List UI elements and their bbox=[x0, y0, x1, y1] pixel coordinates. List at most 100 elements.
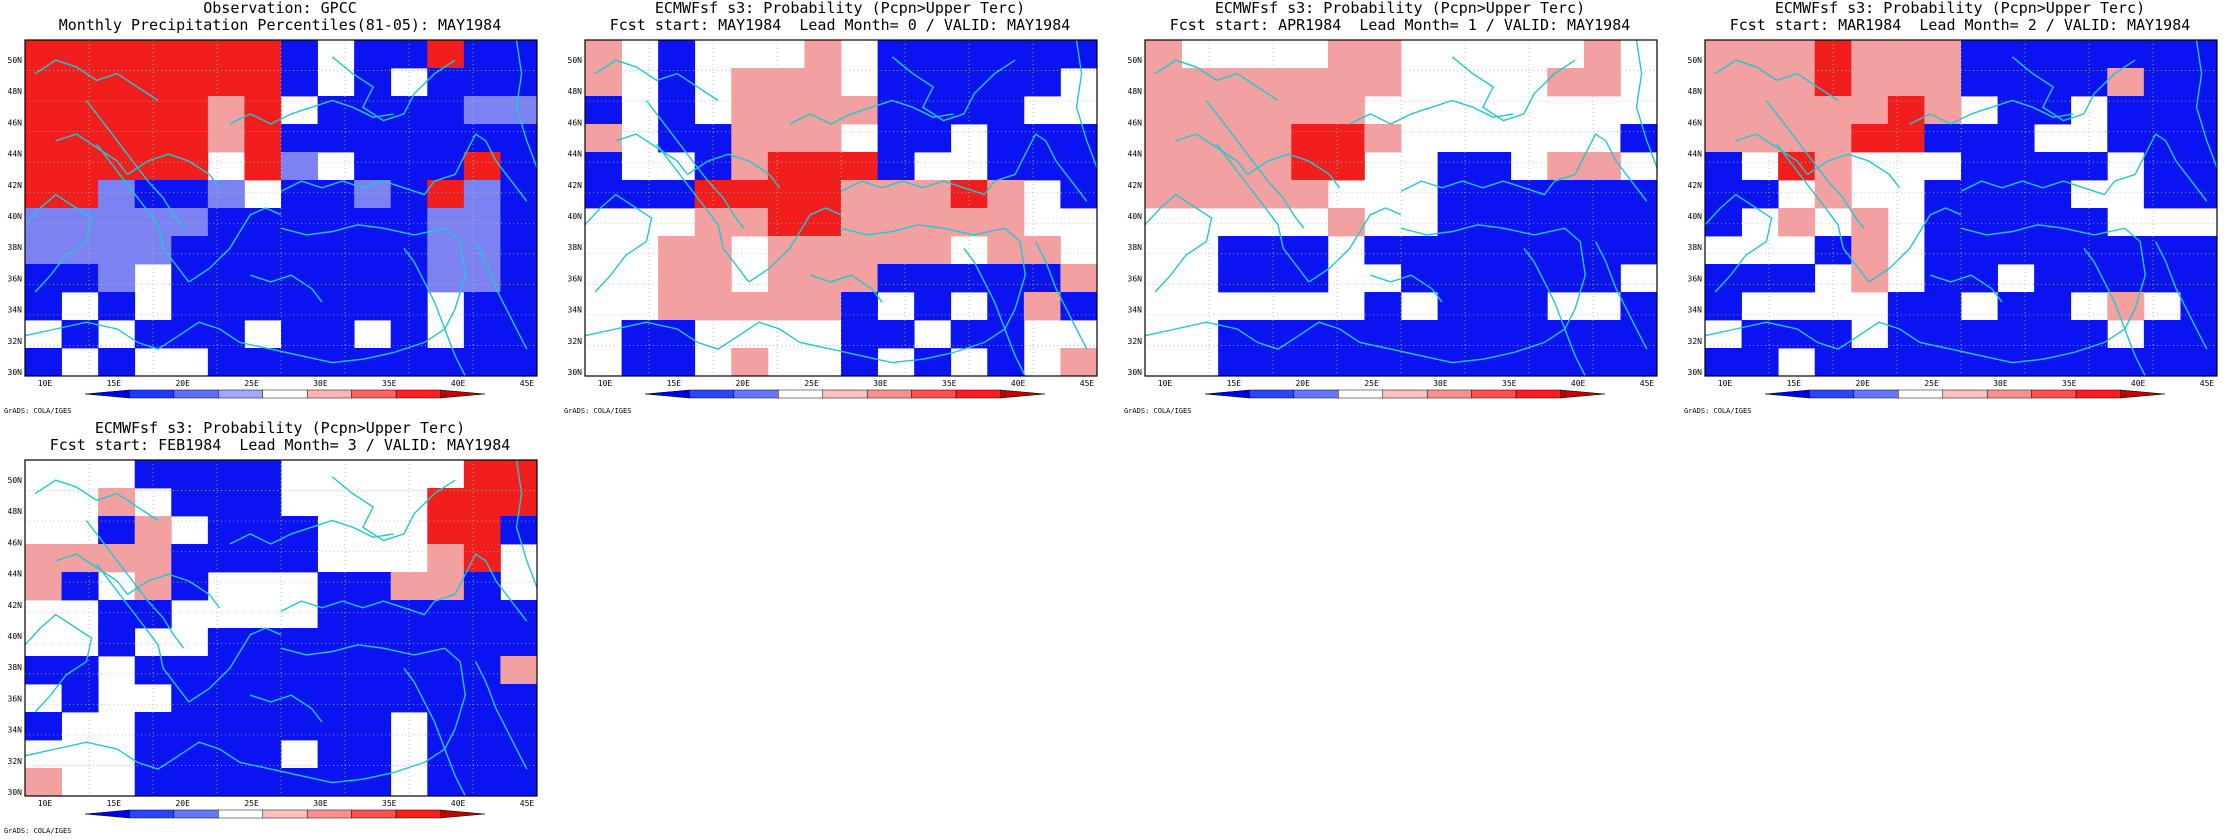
grid-cell bbox=[98, 544, 136, 573]
grid-cell bbox=[731, 180, 769, 209]
colorbar-segment bbox=[1764, 389, 1810, 399]
grid-cell bbox=[500, 236, 538, 265]
grid-cell bbox=[1924, 292, 1962, 321]
grid-cell bbox=[207, 124, 245, 153]
panel-subtitle: Fcst start: MAY1984 Lead Month= 0 / VALI… bbox=[609, 16, 1071, 34]
grid-cell bbox=[841, 264, 878, 293]
grid-cell bbox=[1997, 292, 2035, 321]
grid-cell bbox=[1778, 124, 1816, 153]
grid-cell bbox=[25, 572, 62, 601]
grid-cell bbox=[354, 740, 392, 769]
grid-cell bbox=[1327, 208, 1365, 237]
grid-cell bbox=[427, 124, 465, 153]
grid-cell bbox=[463, 264, 501, 293]
lon-tick-label: 40E bbox=[2131, 379, 2146, 388]
colorbar-label: 2 bbox=[127, 399, 132, 400]
colorbar-segment bbox=[262, 809, 308, 819]
grid-cell bbox=[1620, 348, 1658, 377]
grid-cell bbox=[1705, 348, 1742, 377]
grid-cell bbox=[281, 292, 318, 321]
colorbar-label: 60 bbox=[302, 819, 312, 820]
grid-cell bbox=[1401, 320, 1438, 349]
grid-cell bbox=[61, 124, 99, 153]
lat-tick-label: 38N bbox=[1688, 243, 1703, 252]
grid-cell bbox=[1705, 96, 1742, 125]
grid-cell bbox=[804, 152, 842, 181]
grid-cell bbox=[2143, 348, 2181, 377]
grid-cell bbox=[98, 180, 136, 209]
grid-cell bbox=[1547, 208, 1585, 237]
colorbar-label: 10 bbox=[169, 399, 179, 400]
grid-cell bbox=[585, 180, 622, 209]
grid-cell bbox=[767, 264, 805, 293]
coastline bbox=[1765, 100, 1865, 229]
colorbar-segment bbox=[955, 389, 1001, 399]
grid-cell bbox=[25, 180, 62, 209]
grid-cell bbox=[2034, 348, 2072, 377]
colorbar-segment bbox=[1471, 389, 1517, 399]
grid-cell bbox=[841, 96, 878, 125]
coastline bbox=[584, 193, 653, 293]
grid-cell bbox=[1961, 152, 1998, 181]
grid-cell bbox=[1620, 292, 1658, 321]
grid-cell bbox=[1961, 40, 1998, 69]
grid-cell bbox=[427, 208, 465, 237]
grid-cell bbox=[244, 712, 282, 741]
grid-cell bbox=[427, 740, 465, 769]
grid-cell bbox=[1401, 264, 1438, 293]
lon-tick-label: 30E bbox=[313, 799, 328, 808]
grid-cell bbox=[463, 488, 501, 517]
grid-cell bbox=[25, 124, 62, 153]
colorbar-segment bbox=[1515, 389, 1561, 399]
grid-cell bbox=[1023, 68, 1061, 97]
lat-tick-label: 50N bbox=[8, 476, 23, 485]
lon-tick-label: 15E bbox=[107, 379, 122, 388]
grid-cell bbox=[1327, 68, 1365, 97]
grid-cell bbox=[500, 684, 538, 713]
lon-tick-label: 10E bbox=[38, 799, 53, 808]
grid-cell bbox=[1547, 68, 1585, 97]
grid-cell bbox=[1961, 236, 1998, 265]
lat-tick-label: 34N bbox=[8, 306, 23, 315]
colorbar-segment bbox=[2075, 389, 2121, 399]
grid-cell bbox=[244, 292, 282, 321]
grid-cell bbox=[427, 180, 465, 209]
grid-cell bbox=[244, 68, 282, 97]
grid-cell bbox=[244, 236, 282, 265]
colorbar-segment bbox=[395, 809, 441, 819]
lon-tick-label: 15E bbox=[107, 799, 122, 808]
grid-cell bbox=[2143, 320, 2181, 349]
lat-tick-label: 44N bbox=[8, 570, 23, 579]
grid-cell bbox=[1145, 40, 1182, 69]
grid-cell bbox=[500, 180, 538, 209]
lat-tick-label: 32N bbox=[568, 337, 583, 346]
grid-cell bbox=[463, 656, 501, 685]
grid-cell bbox=[171, 572, 209, 601]
coastline bbox=[280, 593, 456, 616]
map-frame bbox=[584, 39, 1098, 377]
grid-cell bbox=[1997, 152, 2035, 181]
grid-cell bbox=[1364, 124, 1402, 153]
colorbar-segment bbox=[1000, 389, 1046, 399]
grid-cell bbox=[61, 152, 99, 181]
grid-cell bbox=[61, 320, 99, 349]
grid-cell bbox=[1437, 292, 1475, 321]
grid-cell bbox=[804, 264, 842, 293]
grid-cell bbox=[281, 236, 318, 265]
lat-tick-label: 32N bbox=[8, 337, 23, 346]
coastline bbox=[1175, 133, 1248, 175]
grid-cell bbox=[281, 628, 318, 657]
grid-cell bbox=[1474, 320, 1512, 349]
grid-cell bbox=[1023, 236, 1061, 265]
colorbar-label: 80 bbox=[1511, 399, 1521, 400]
lat-tick-label: 48N bbox=[568, 87, 583, 96]
colorbar-label: 10 bbox=[685, 399, 695, 400]
colorbar-segment bbox=[689, 389, 735, 399]
grid-cell bbox=[914, 264, 952, 293]
coastline bbox=[188, 207, 282, 283]
grid-cell bbox=[1741, 96, 1779, 125]
grid-cell bbox=[98, 488, 136, 517]
panel-forecast-lead1: ECMWFsf s3: Probability (Pcpn>Upper Terc… bbox=[1120, 0, 1680, 420]
grid-cell bbox=[463, 236, 501, 265]
grid-cell bbox=[731, 292, 769, 321]
